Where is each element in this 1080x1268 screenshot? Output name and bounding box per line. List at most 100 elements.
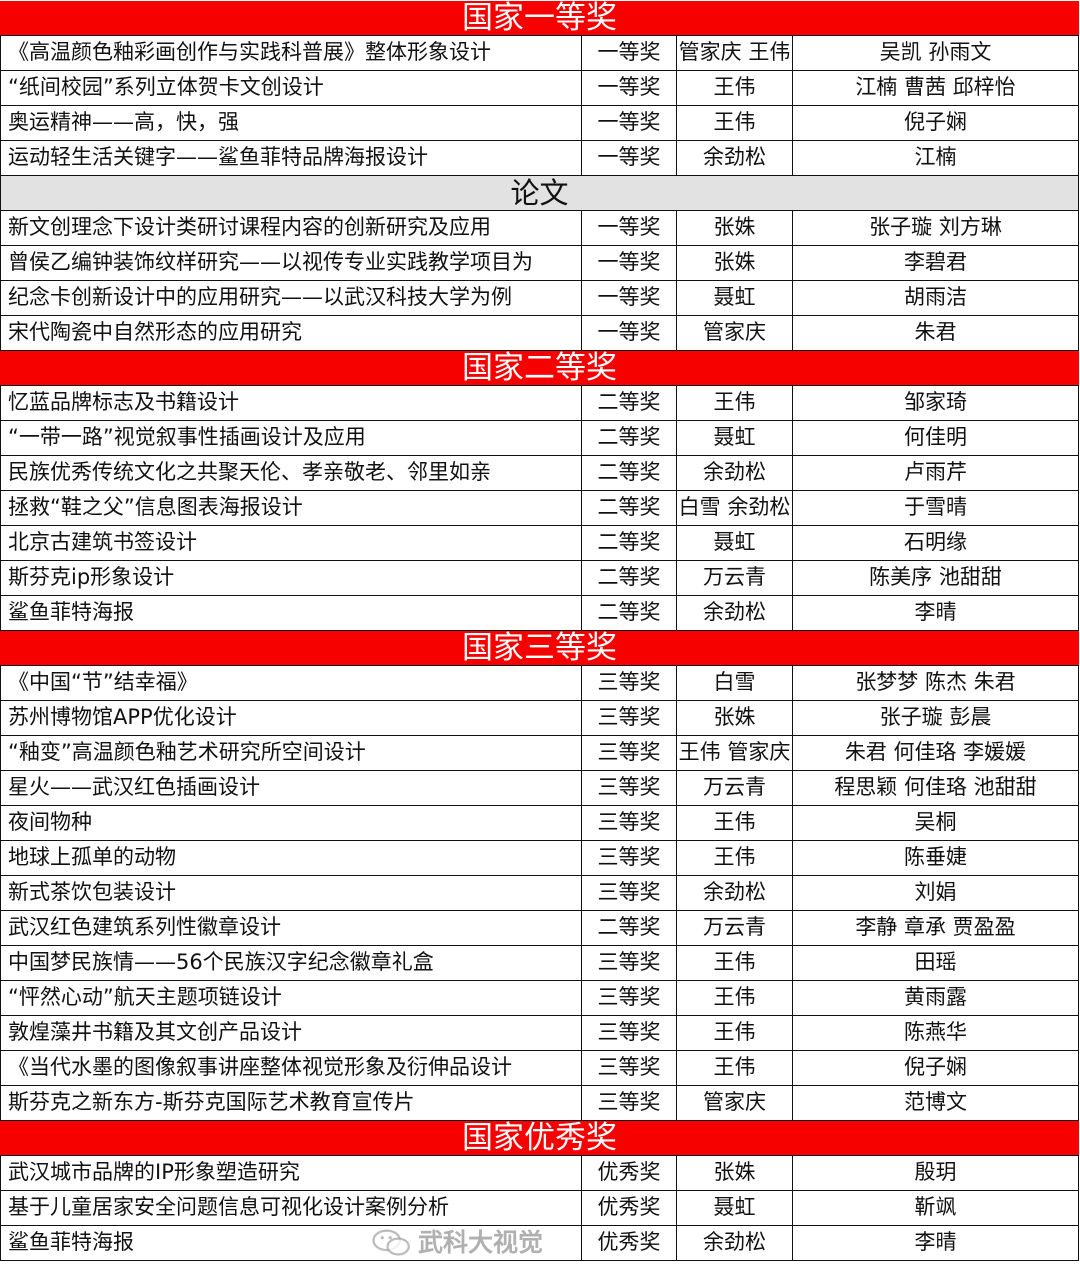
table-row: 曾侯乙编钟装饰纹样研究——以视传专业实践教学项目为 一等奖 张姝 李碧君 (0, 246, 1079, 281)
advisor-cell: 张姝 (677, 211, 793, 246)
work-title-cell: 苏州博物馆APP优化设计 (0, 701, 582, 736)
award-level-cell: 优秀奖 (582, 1156, 677, 1191)
table-row: 拯救“鞋之父”信息图表海报设计 二等奖 白雪 余劲松 于雪晴 (0, 491, 1079, 526)
advisor-cell: 管家庆 王伟 (677, 36, 793, 71)
advisor-cell: 王伟 (677, 106, 793, 141)
award-level-cell: 一等奖 (582, 246, 677, 281)
advisor-cell: 聂虹 (677, 526, 793, 561)
award-level-cell: 二等奖 (582, 421, 677, 456)
award-level-cell: 一等奖 (582, 211, 677, 246)
award-level-cell: 一等奖 (582, 141, 677, 176)
table-row: 北京古建筑书签设计 二等奖 聂虹 石明缘 (0, 526, 1079, 561)
work-title-cell: 星火——武汉红色插画设计 (0, 771, 582, 806)
table-row: 鲨鱼菲特海报 优秀奖 余劲松 李晴 (0, 1226, 1079, 1261)
table-row: 基于儿童居家安全问题信息可视化设计案例分析 优秀奖 聂虹 靳飒 (0, 1191, 1079, 1226)
work-title-cell: 新式茶饮包装设计 (0, 876, 582, 911)
table-row: 奥运精神——高，快，强 一等奖 王伟 倪子娴 (0, 106, 1079, 141)
advisor-cell: 王伟 (677, 841, 793, 876)
advisor-cell: 余劲松 (677, 1226, 793, 1261)
students-cell: 石明缘 (793, 526, 1079, 561)
section-title: 国家优秀奖 (0, 1121, 1079, 1156)
table-row: 夜间物种 三等奖 王伟 吴桐 (0, 806, 1079, 841)
students-cell: 朱君 (793, 316, 1079, 351)
award-level-cell: 三等奖 (582, 806, 677, 841)
award-level-cell: 二等奖 (582, 526, 677, 561)
work-title-cell: 鲨鱼菲特海报 (0, 1226, 582, 1261)
award-level-cell: 三等奖 (582, 841, 677, 876)
advisor-cell: 聂虹 (677, 421, 793, 456)
work-title-cell: 《当代水墨的图像叙事讲座整体视觉形象及衍伸品设计 (0, 1051, 582, 1086)
advisor-cell: 余劲松 (677, 141, 793, 176)
advisor-cell: 张姝 (677, 246, 793, 281)
work-title-cell: 北京古建筑书签设计 (0, 526, 582, 561)
students-cell: 陈美序 池甜甜 (793, 561, 1079, 596)
students-cell: 邹家琦 (793, 386, 1079, 421)
award-level-cell: 二等奖 (582, 911, 677, 946)
advisor-cell: 王伟 (677, 386, 793, 421)
table-row: 地球上孤单的动物 三等奖 王伟 陈垂婕 (0, 841, 1079, 876)
work-title-cell: 奥运精神——高，快，强 (0, 106, 582, 141)
advisor-cell: 王伟 (677, 1051, 793, 1086)
table-row: 中国梦民族情——56个民族汉字纪念徽章礼盒 三等奖 王伟 田瑶 (0, 946, 1079, 981)
section-header: 国家三等奖 (0, 631, 1079, 666)
work-title-cell: 拯救“鞋之父”信息图表海报设计 (0, 491, 582, 526)
section-header: 国家二等奖 (0, 351, 1079, 386)
work-title-cell: 运动轻生活关键字——鲨鱼菲特品牌海报设计 (0, 141, 582, 176)
students-cell: 范博文 (793, 1086, 1079, 1121)
award-level-cell: 三等奖 (582, 736, 677, 771)
students-cell: 张梦梦 陈杰 朱君 (793, 666, 1079, 701)
table-row: 忆蓝品牌标志及书籍设计 二等奖 王伟 邹家琦 (0, 386, 1079, 421)
table-row: 新式茶饮包装设计 三等奖 余劲松 刘娟 (0, 876, 1079, 911)
watermark-text: 武科大视觉 (418, 1228, 544, 1257)
section-title: 国家一等奖 (0, 1, 1079, 36)
work-title-cell: 武汉红色建筑系列性徽章设计 (0, 911, 582, 946)
award-level-cell: 一等奖 (582, 316, 677, 351)
award-level-cell: 优秀奖 (582, 1191, 677, 1226)
advisor-cell: 聂虹 (677, 281, 793, 316)
work-title-cell: 斯芬克之新东方-斯芬克国际艺术教育宣传片 (0, 1086, 582, 1121)
award-level-cell: 三等奖 (582, 876, 677, 911)
students-cell: 吴凯 孙雨文 (793, 36, 1079, 71)
students-cell: 江楠 曹茜 邱梓怡 (793, 71, 1079, 106)
advisor-cell: 王伟 (677, 1016, 793, 1051)
advisor-cell: 余劲松 (677, 456, 793, 491)
award-level-cell: 优秀奖 (582, 1226, 677, 1261)
award-level-cell: 二等奖 (582, 386, 677, 421)
advisor-cell: 张姝 (677, 701, 793, 736)
table-row: 《当代水墨的图像叙事讲座整体视觉形象及衍伸品设计 三等奖 王伟 倪子娴 (0, 1051, 1079, 1086)
table-row: 武汉城市品牌的IP形象塑造研究 优秀奖 张姝 殷玥 (0, 1156, 1079, 1191)
award-level-cell: 三等奖 (582, 1086, 677, 1121)
table-row: 纪念卡创新设计中的应用研究——以武汉科技大学为例 一等奖 聂虹 胡雨洁 (0, 281, 1079, 316)
work-title-cell: 基于儿童居家安全问题信息可视化设计案例分析 (0, 1191, 582, 1226)
work-title-cell: 《高温颜色釉彩画创作与实践科普展》整体形象设计 (0, 36, 582, 71)
award-level-cell: 二等奖 (582, 456, 677, 491)
award-level-cell: 一等奖 (582, 71, 677, 106)
award-level-cell: 三等奖 (582, 701, 677, 736)
students-cell: 殷玥 (793, 1156, 1079, 1191)
students-cell: 李碧君 (793, 246, 1079, 281)
table-row: 斯芬克之新东方-斯芬克国际艺术教育宣传片 三等奖 管家庆 范博文 (0, 1086, 1079, 1121)
advisor-cell: 王伟 (677, 981, 793, 1016)
students-cell: 吴桐 (793, 806, 1079, 841)
students-cell: 张子璇 彭晨 (793, 701, 1079, 736)
students-cell: 倪子娴 (793, 106, 1079, 141)
table-row: “纸间校园”系列立体贺卡文创设计 一等奖 王伟 江楠 曹茜 邱梓怡 (0, 71, 1079, 106)
award-level-cell: 三等奖 (582, 981, 677, 1016)
wechat-icon (372, 1229, 410, 1256)
students-cell: 靳飒 (793, 1191, 1079, 1226)
table-row: 星火——武汉红色插画设计 三等奖 万云青 程思颖 何佳珞 池甜甜 (0, 771, 1079, 806)
table-row: “一带一路”视觉叙事性插画设计及应用 二等奖 聂虹 何佳明 (0, 421, 1079, 456)
table-row: 宋代陶瓷中自然形态的应用研究 一等奖 管家庆 朱君 (0, 316, 1079, 351)
award-level-cell: 三等奖 (582, 771, 677, 806)
students-cell: 胡雨洁 (793, 281, 1079, 316)
section-title: 国家二等奖 (0, 351, 1079, 386)
award-level-cell: 一等奖 (582, 281, 677, 316)
students-cell: 于雪晴 (793, 491, 1079, 526)
section-header: 国家一等奖 (0, 1, 1079, 36)
table-row: 斯芬克ip形象设计 二等奖 万云青 陈美序 池甜甜 (0, 561, 1079, 596)
award-level-cell: 三等奖 (582, 946, 677, 981)
work-title-cell: 民族优秀传统文化之共聚天伦、孝亲敬老、邻里如亲 (0, 456, 582, 491)
advisor-cell: 聂虹 (677, 1191, 793, 1226)
students-cell: 李晴 (793, 596, 1079, 631)
